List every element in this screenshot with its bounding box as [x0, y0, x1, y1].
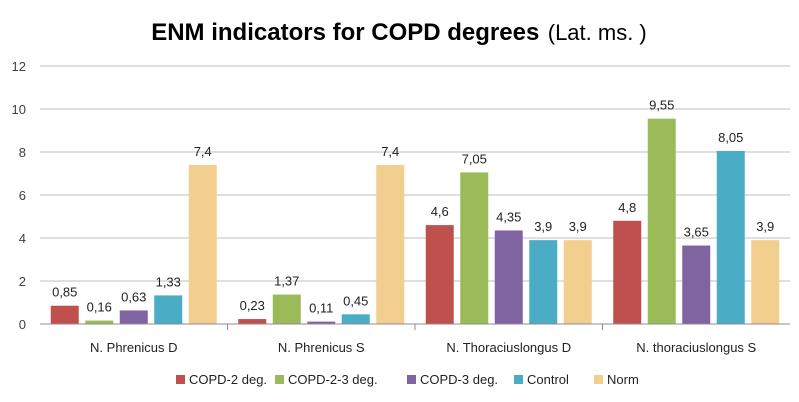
data-label: 0,23	[240, 298, 265, 313]
category-label: N. thoraciuslongus S	[636, 340, 756, 355]
data-label: 0,45	[343, 293, 368, 308]
y-tick-label: 2	[19, 274, 26, 289]
legend-swatch	[176, 375, 185, 384]
chart-title-main: ENM indicators for COPD degrees	[151, 19, 539, 46]
bar	[425, 225, 454, 324]
bars	[50, 118, 780, 324]
data-label: 0,11	[309, 301, 333, 316]
y-tick-label: 4	[19, 231, 26, 246]
data-label: 0,16	[87, 300, 112, 315]
y-tick-label: 8	[19, 145, 26, 160]
chart-title-suffix: (Lat. ms. )	[548, 20, 647, 45]
legend-swatch	[514, 375, 523, 384]
legend-label: Control	[527, 372, 569, 387]
legend-label: COPD-3 deg.	[420, 372, 498, 387]
y-tick-label: 6	[19, 188, 26, 203]
bar	[307, 321, 336, 324]
data-labels: 0,85 0,16 0,63 1,33 7,4 0,23 1,37 0,11 0,45 7,4 4,…	[52, 98, 774, 316]
chart-title: ENM indicators for COPD degrees (Lat. ms…	[151, 19, 647, 46]
bar	[188, 164, 217, 324]
bar	[272, 294, 301, 324]
legend-item: COPD-3 deg.	[407, 372, 498, 387]
legend-swatch	[594, 375, 603, 384]
bar	[238, 319, 267, 324]
data-label: 4,8	[618, 200, 636, 215]
data-label: 0,63	[121, 289, 146, 304]
legend-item: COPD-2 deg.	[176, 372, 267, 387]
data-label: 3,9	[756, 219, 774, 234]
category-label: N. Thoraciuslongus D	[446, 340, 571, 355]
data-label: 0,85	[52, 285, 77, 300]
y-tick-label: 10	[12, 102, 26, 117]
bar	[647, 118, 676, 324]
bar	[50, 305, 79, 324]
bar	[716, 150, 745, 324]
bar	[613, 220, 642, 324]
data-label: 1,33	[156, 274, 181, 289]
bar	[85, 320, 114, 324]
legend-label: COPD-2-3 deg.	[288, 372, 378, 387]
legend-item: COPD-2-3 deg.	[275, 372, 378, 387]
data-label: 7,4	[381, 144, 399, 159]
bar	[376, 164, 405, 324]
y-tick-label: 0	[19, 317, 26, 332]
data-label: 3,9	[569, 219, 587, 234]
data-label: 4,35	[496, 209, 521, 224]
legend-swatch	[275, 375, 284, 384]
bar	[154, 295, 183, 324]
data-label: 1,37	[274, 274, 299, 289]
legend: COPD-2 deg. COPD-2-3 deg. COPD-3 deg. Contr…	[176, 372, 639, 387]
bar	[460, 172, 489, 324]
legend-item: Norm	[594, 372, 639, 387]
data-label: 8,05	[718, 130, 743, 145]
data-label: 7,05	[462, 151, 487, 166]
data-label: 9,55	[649, 98, 674, 113]
legend-item: Control	[514, 372, 569, 387]
grid	[40, 65, 790, 282]
bar	[682, 245, 711, 324]
data-label: 4,6	[431, 204, 449, 219]
axes: 0 2 4 6 8 10 12 N. Phrenicus D N. Phrenicus S N. …	[12, 59, 790, 355]
data-label: 3,65	[684, 225, 709, 240]
data-label: 7,4	[194, 144, 212, 159]
legend-label: COPD-2 deg.	[189, 372, 267, 387]
legend-swatch	[407, 375, 416, 384]
bar	[751, 240, 780, 324]
bar	[529, 240, 558, 324]
data-label: 3,9	[534, 219, 552, 234]
category-label: N. Phrenicus S	[278, 340, 365, 355]
bar	[563, 240, 592, 324]
bar	[119, 310, 148, 324]
y-tick-label: 12	[12, 59, 26, 74]
category-label: N. Phrenicus D	[90, 340, 177, 355]
bar	[341, 314, 370, 324]
legend-label: Norm	[607, 372, 639, 387]
bar	[494, 230, 523, 324]
